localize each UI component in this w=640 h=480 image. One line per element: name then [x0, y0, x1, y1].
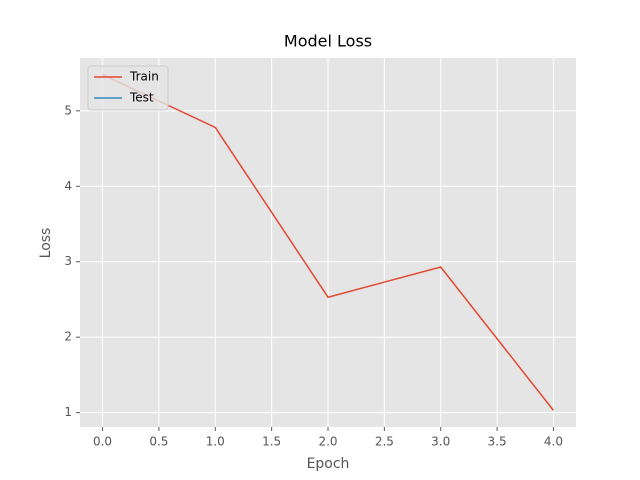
y-tick-label: 1 [64, 405, 72, 419]
y-tick-label: 3 [64, 254, 72, 268]
chart-title: Model Loss [284, 32, 372, 51]
x-tick-label: 2.0 [318, 435, 337, 449]
line [102, 73, 555, 411]
y-tick-label: 2 [64, 330, 72, 344]
legend-label: Train [129, 70, 159, 84]
x-tick-label: 1.0 [206, 435, 225, 449]
x-tick-label: 4.0 [544, 435, 563, 449]
x-tick-label: 3.5 [488, 435, 507, 449]
x-tick-label: 2.5 [375, 435, 394, 449]
x-axis-label: Epoch [307, 456, 350, 472]
y-axis-label: Loss [38, 228, 54, 259]
y-tick-label: 5 [64, 103, 72, 117]
x-tick-label: 0.5 [149, 435, 168, 449]
x-tick-label: 1.5 [262, 435, 281, 449]
x-tick-label: 3.0 [431, 435, 450, 449]
x-tick-label: 0.0 [93, 435, 112, 449]
y-tick-label: 4 [64, 179, 72, 193]
legend-label: Test [129, 91, 154, 105]
